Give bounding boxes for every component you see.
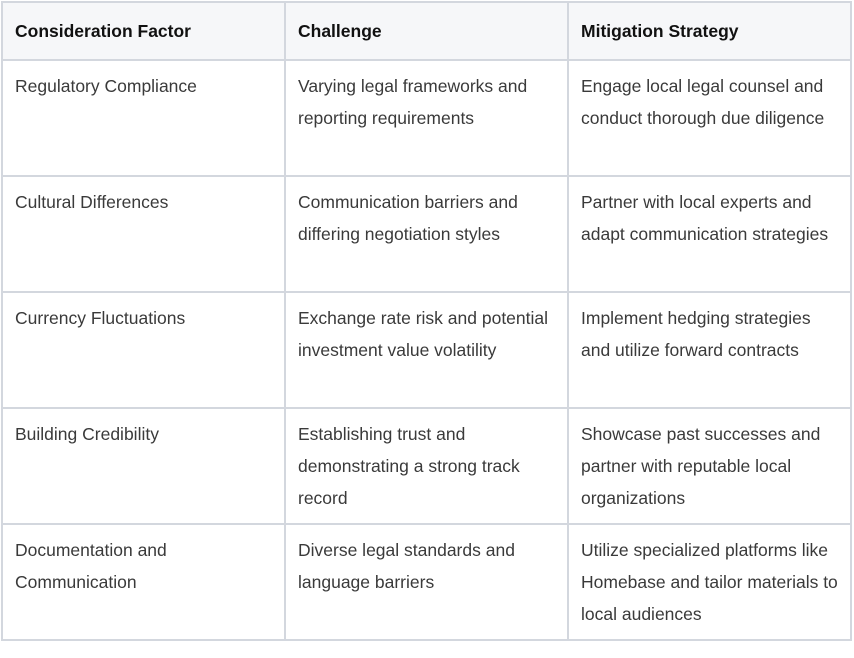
cell-challenge: Communication barriers and differing neg… [284, 175, 569, 293]
cell-challenge: Exchange rate risk and potential investm… [284, 291, 569, 409]
cell-mitigation: Implement hedging strategies and utilize… [567, 291, 852, 409]
header-consideration-factor: Consideration Factor [1, 1, 286, 61]
header-challenge: Challenge [284, 1, 569, 61]
header-row: Consideration Factor Challenge Mitigatio… [1, 1, 852, 61]
cell-mitigation: Engage local legal counsel and conduct t… [567, 59, 852, 177]
table-row: Regulatory Compliance Varying legal fram… [1, 59, 852, 177]
table-row: Currency Fluctuations Exchange rate risk… [1, 291, 852, 409]
cell-challenge: Varying legal frameworks and reporting r… [284, 59, 569, 177]
cell-factor: Documentation and Communication [1, 523, 286, 641]
considerations-table: Consideration Factor Challenge Mitigatio… [1, 1, 852, 641]
header-mitigation-strategy: Mitigation Strategy [567, 1, 852, 61]
cell-mitigation: Showcase past successes and partner with… [567, 407, 852, 525]
table-row: Documentation and Communication Diverse … [1, 523, 852, 641]
table-row: Building Credibility Establishing trust … [1, 407, 852, 525]
table-row: Cultural Differences Communication barri… [1, 175, 852, 293]
cell-factor: Building Credibility [1, 407, 286, 525]
cell-challenge: Establishing trust and demonstrating a s… [284, 407, 569, 525]
cell-factor: Regulatory Compliance [1, 59, 286, 177]
cell-factor: Cultural Differences [1, 175, 286, 293]
cell-mitigation: Partner with local experts and adapt com… [567, 175, 852, 293]
cell-factor: Currency Fluctuations [1, 291, 286, 409]
cell-challenge: Diverse legal standards and language bar… [284, 523, 569, 641]
cell-mitigation: Utilize specialized platforms like Homeb… [567, 523, 852, 641]
